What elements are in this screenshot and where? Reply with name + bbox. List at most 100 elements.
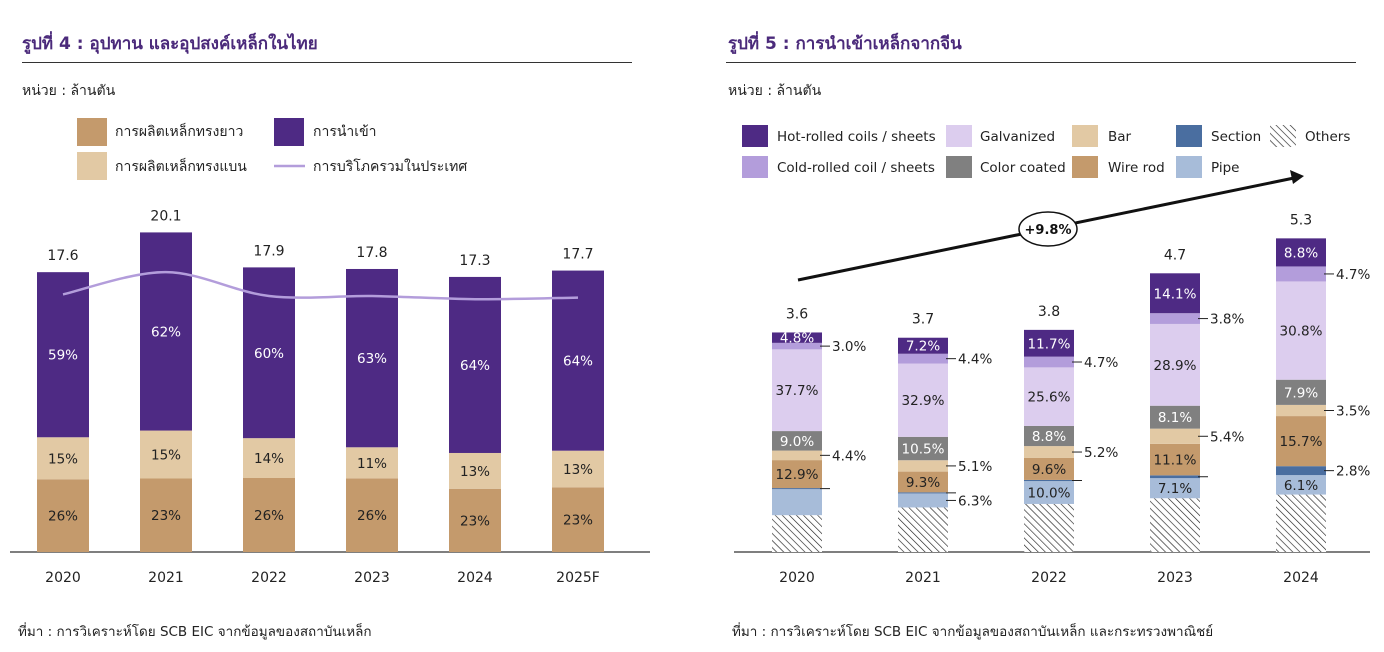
bar-label-galvanized-2021: 32.9%	[902, 393, 945, 409]
legend-swatch-wire_rod	[1072, 156, 1098, 178]
bar-label-pipe-2024: 6.1%	[1284, 478, 1318, 494]
legend-label-flat_steel: การผลิตเหล็กทรงแบน	[115, 157, 247, 175]
legend-swatch-color_coated	[946, 156, 972, 178]
bar-label-bar-2023: 5.4%	[1210, 429, 1244, 445]
bar-label-pipe-2023: 7.1%	[1158, 481, 1192, 497]
bar-label-pipe-2022: 10.0%	[1028, 486, 1071, 502]
bar-label-galvanized-2020: 37.7%	[776, 383, 819, 399]
bar-label-long_steel-2021: 23%	[151, 508, 181, 524]
figure-5-title-rule	[726, 62, 1356, 63]
bar-pipe-2021	[898, 493, 948, 508]
bar-section-2021	[898, 492, 948, 494]
bar-bar-2024	[1276, 404, 1326, 417]
total-label-2022: 3.8	[1038, 304, 1060, 320]
x-tick-2021: 2021	[905, 570, 941, 586]
bar-wire_rod-2021	[898, 471, 948, 493]
legend-swatch-others	[1270, 125, 1296, 147]
bar-label-flat_steel-2025F: 13%	[563, 462, 593, 478]
bar-others-2024	[1276, 494, 1326, 552]
bar-others-2021	[898, 507, 948, 552]
bar-others-2023	[1150, 498, 1200, 552]
bar-label-hot_rolled-2020: 4.8%	[780, 331, 814, 347]
bar-flat_steel-2024	[449, 452, 501, 489]
bar-label-wire_rod-2021: 9.3%	[906, 475, 940, 491]
legend-label-wire_rod: Wire rod	[1108, 160, 1165, 176]
x-tick-2020: 2020	[779, 570, 815, 586]
legend-swatch-section	[1176, 125, 1202, 147]
bar-label-imports-2021: 62%	[151, 324, 181, 340]
figure-4-source: ที่มา : การวิเคราะห์โดย SCB EIC จากข้อมู…	[18, 624, 372, 640]
bar-cold_rolled-2024	[1276, 266, 1326, 282]
bar-galvanized-2022	[1024, 367, 1074, 426]
bar-label-bar-2020: 4.4%	[832, 448, 866, 464]
bar-label-wire_rod-2024: 15.7%	[1280, 434, 1323, 450]
bar-section-2022	[1024, 479, 1074, 482]
total-label-2025F: 17.7	[562, 247, 593, 263]
bar-label-cold_rolled-2022: 4.7%	[1084, 355, 1118, 371]
legend-swatch-pipe	[1176, 156, 1202, 178]
legend-swatch-flat_steel	[77, 152, 107, 180]
bar-bar-2023	[1150, 428, 1200, 444]
bar-label-color_coated-2021: 10.5%	[902, 442, 945, 458]
x-tick-2020: 2020	[45, 570, 81, 586]
bar-bar-2020	[772, 450, 822, 461]
bar-flat_steel-2020	[37, 437, 89, 480]
legend-swatch-imports	[274, 118, 304, 146]
bar-label-bar-2024: 3.5%	[1336, 403, 1370, 419]
figure-5-panel: รูปที่ 5 : การนำเข้าเหล็กจากจีน หน่วย : …	[712, 0, 1384, 652]
bar-imports-2024	[449, 276, 501, 453]
bar-long_steel-2023	[346, 478, 398, 552]
growth-callout-label: +9.8%	[1025, 223, 1072, 238]
legend-label-pipe: Pipe	[1211, 160, 1239, 176]
x-tick-2024: 2024	[457, 570, 493, 586]
legend-label-color_coated: Color coated	[980, 160, 1066, 176]
total-label-2023: 4.7	[1164, 247, 1186, 263]
bar-cold_rolled-2022	[1024, 356, 1074, 368]
legend-label-galvanized: Galvanized	[980, 129, 1055, 145]
bar-long_steel-2022	[243, 478, 295, 552]
bar-label-flat_steel-2022: 14%	[254, 451, 284, 467]
figure-4-panel: รูปที่ 4 : อุปทาน และอุปสงค์เหล็กในไทย ห…	[0, 0, 660, 652]
bar-flat_steel-2022	[243, 438, 295, 479]
bar-label-wire_rod-2023: 11.1%	[1154, 453, 1197, 469]
bar-wire_rod-2023	[1150, 443, 1200, 476]
bar-label-bar-2022: 5.2%	[1084, 445, 1118, 461]
legend-label-cold_rolled: Cold-rolled coil / sheets	[777, 160, 935, 176]
bar-section-2023	[1150, 475, 1200, 479]
x-tick-2022: 2022	[1031, 570, 1067, 586]
bar-label-flat_steel-2024: 13%	[460, 464, 490, 480]
bar-hot_rolled-2023	[1150, 273, 1200, 314]
consumption-line	[62, 270, 579, 301]
bar-label-color_coated-2023: 8.1%	[1158, 410, 1192, 426]
bar-label-long_steel-2020: 26%	[48, 509, 78, 525]
bar-wire_rod-2022	[1024, 457, 1074, 480]
x-tick-2023: 2023	[354, 570, 390, 586]
bar-flat_steel-2023	[346, 447, 398, 479]
bar-imports-2023	[346, 268, 398, 448]
total-label-2021: 3.7	[912, 312, 934, 328]
bar-color_coated-2022	[1024, 425, 1074, 447]
bar-label-cold_rolled-2020: 3.0%	[832, 339, 866, 355]
total-label-2022: 17.9	[253, 243, 284, 259]
bar-hot_rolled-2021	[898, 337, 948, 354]
bar-label-galvanized-2022: 25.6%	[1028, 390, 1071, 406]
bar-wire_rod-2020	[772, 460, 822, 489]
bar-label-imports-2022: 60%	[254, 346, 284, 362]
bar-imports-2021	[140, 232, 192, 431]
bar-color_coated-2020	[772, 431, 822, 451]
figure-5-unit: หน่วย : ล้านตัน	[728, 83, 822, 99]
x-tick-2022: 2022	[251, 570, 287, 586]
bar-label-cold_rolled-2021: 4.4%	[958, 352, 992, 368]
bar-bar-2022	[1024, 446, 1074, 458]
bar-flat_steel-2025F	[552, 450, 604, 488]
bar-label-color_coated-2022: 8.8%	[1032, 429, 1066, 445]
legend-swatch-bar	[1072, 125, 1098, 147]
bar-label-long_steel-2023: 26%	[357, 508, 387, 524]
legend-swatch-cold_rolled	[742, 156, 768, 178]
bar-label-hot_rolled-2023: 14.1%	[1154, 286, 1197, 302]
bar-bar-2021	[898, 460, 948, 472]
bar-label-wire_rod-2020: 12.9%	[776, 467, 819, 483]
bar-label-long_steel-2025F: 23%	[563, 513, 593, 529]
total-label-2023: 17.8	[356, 245, 387, 261]
